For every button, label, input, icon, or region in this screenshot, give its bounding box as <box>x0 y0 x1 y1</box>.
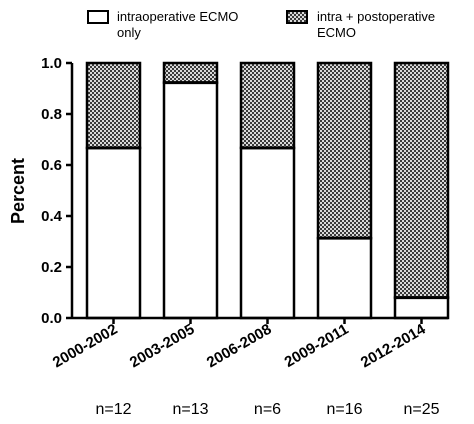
bar-intraoperative-2003-2005 <box>162 81 219 320</box>
x-tick-label-4: 2012-2014 <box>358 320 429 371</box>
y-tick-label-3: 0.6 <box>41 157 62 174</box>
bar-intraoperative-2006-2008 <box>239 146 296 320</box>
sample-size-label-0: n=12 <box>95 401 131 418</box>
x-tick-label-3: 2009-2011 <box>282 321 352 371</box>
bar-intraoperative-2000-2002 <box>85 146 142 320</box>
legend-label-intraoperative-line2: only <box>117 25 141 40</box>
legend-swatch-postoperative <box>286 10 308 24</box>
bars-group <box>85 61 450 320</box>
y-tick-label-5: 1.0 <box>41 55 62 72</box>
sample-size-labels: n=12 n=13 n=6 n=16 n=25 <box>95 401 439 418</box>
legend: intraoperative ECMO only intra + postope… <box>87 9 435 40</box>
bar-postoperative-2000-2002 <box>85 61 142 150</box>
y-tick-label-0: 0.0 <box>41 310 62 327</box>
legend-label-postoperative-line1: intra + postoperative <box>317 9 435 24</box>
legend-label-intraoperative-line1: intraoperative ECMO <box>117 9 238 24</box>
sample-size-label-2: n=6 <box>254 401 281 418</box>
bar-intraoperative-2012-2014 <box>393 296 450 320</box>
bar-postoperative-2009-2011 <box>316 61 373 240</box>
x-tick-label-1: 2003-2005 <box>127 321 198 372</box>
bar-intraoperative-2009-2011 <box>316 236 373 320</box>
x-axis: 2000-2002 2003-2005 2006-2008 2009-2011 2012… <box>50 316 448 372</box>
sample-size-label-3: n=16 <box>326 401 362 418</box>
bar-postoperative-2003-2005 <box>162 61 219 84</box>
y-axis: 0.0 0.2 0.4 0.6 0.8 1.0 <box>41 55 74 327</box>
sample-size-label-4: n=25 <box>403 401 439 418</box>
bar-postoperative-2012-2014 <box>393 61 450 299</box>
y-tick-label-1: 0.2 <box>41 259 62 276</box>
x-tick-label-0: 2000-2002 <box>50 321 121 372</box>
legend-swatch-intraoperative <box>87 10 109 24</box>
sample-size-label-1: n=13 <box>172 401 208 418</box>
x-tick-label-2: 2006-2008 <box>204 321 275 372</box>
y-tick-label-4: 0.8 <box>41 106 62 123</box>
y-tick-label-2: 0.4 <box>41 208 63 225</box>
bar-postoperative-2006-2008 <box>239 61 296 150</box>
y-axis-title: Percent <box>8 158 28 224</box>
legend-label-postoperative-line2: ECMO <box>317 25 356 40</box>
